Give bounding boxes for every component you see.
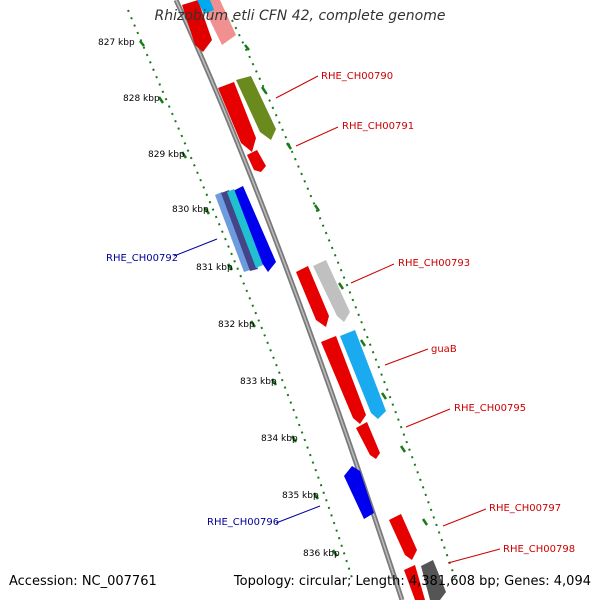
gene-label-rhe-ch00791[interactable]: RHE_CH00791 [342, 121, 414, 132]
forward-label-leaders [275, 75, 501, 564]
gene-labels: RHE_CH00790 RHE_CH00791 RHE_CH00792 RHE_… [106, 71, 575, 555]
gene-label-rhe-ch00795[interactable]: RHE_CH00795 [454, 403, 526, 414]
gene-label-rhe-ch00798[interactable]: RHE_CH00798 [503, 544, 575, 555]
gene-label-rhe-ch00796[interactable]: RHE_CH00796 [207, 517, 279, 528]
kbp-label: 833 kbp [240, 377, 277, 387]
kbp-label: 830 kbp [172, 205, 209, 215]
kbp-label: 827 kbp [98, 38, 135, 48]
gene-rhe-ch00796[interactable] [344, 466, 374, 519]
gene-rhe-ch00795[interactable] [356, 422, 380, 459]
reverse-major-ticks [139, 40, 339, 557]
kbp-label: 829 kbp [148, 150, 185, 160]
gene-rhe-ch00798[interactable] [404, 560, 446, 600]
gene-label-rhe-ch00792[interactable]: RHE_CH00792 [106, 253, 178, 264]
kbp-label: 835 kbp [282, 491, 319, 501]
genome-summary: Topology: circular; Length: 4,381,608 bp… [233, 574, 591, 589]
gene-label-rhe-ch00797[interactable]: RHE_CH00797 [489, 503, 561, 514]
map-title: Rhizobium etli CFN 42, complete genome [154, 8, 446, 24]
kbp-label: 831 kbp [196, 263, 233, 273]
gene-rhe-ch00793[interactable] [296, 260, 350, 327]
kbp-label: 834 kbp [261, 434, 298, 444]
gene-guab[interactable] [321, 330, 386, 424]
gene-label-guab[interactable]: guaB [431, 344, 457, 355]
gene-rhe-ch00792[interactable] [215, 186, 276, 272]
gene-top-partial[interactable] [182, 0, 236, 52]
accession-text: Accession: NC_007761 [9, 574, 157, 589]
kbp-label: 836 kbp [303, 549, 340, 559]
gene-label-rhe-ch00793[interactable]: RHE_CH00793 [398, 258, 470, 269]
reverse-tick-track [127, 9, 353, 579]
kbp-label: 828 kbp [123, 94, 160, 104]
gene-rhe-ch00791[interactable] [247, 150, 266, 172]
gene-rhe-ch00790[interactable] [218, 76, 276, 152]
kbp-label: 832 kbp [218, 320, 255, 330]
gene-label-rhe-ch00790[interactable]: RHE_CH00790 [321, 71, 393, 82]
gene-rhe-ch00797[interactable] [389, 514, 417, 560]
reverse-label-leaders [173, 238, 321, 524]
forward-major-ticks [244, 44, 429, 526]
kbp-labels: 827 kbp 828 kbp 829 kbp 830 kbp 831 kbp … [98, 38, 340, 559]
